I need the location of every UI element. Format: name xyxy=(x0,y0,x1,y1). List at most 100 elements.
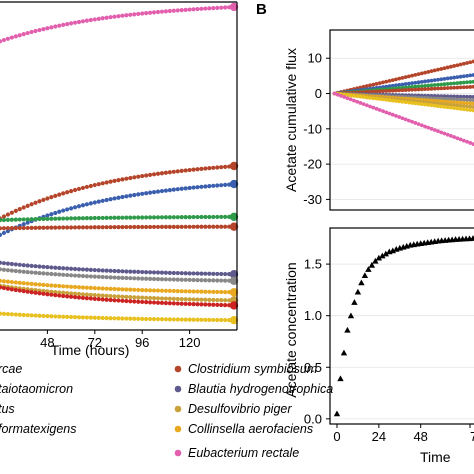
panel-a-point xyxy=(100,215,105,221)
panel-a-point xyxy=(41,264,46,269)
panel-a-point xyxy=(191,277,196,283)
panel-a-point xyxy=(29,217,34,222)
panel-b-top-point xyxy=(387,98,392,103)
panel-a-point xyxy=(37,199,42,204)
panel-b-bottom-point xyxy=(358,279,365,286)
panel-a-point xyxy=(199,317,204,322)
panel-a-point xyxy=(5,228,10,234)
panel-a-point xyxy=(183,224,188,229)
panel-a-point xyxy=(136,192,141,197)
panel-b-top-point xyxy=(442,131,447,136)
panel-a-point xyxy=(108,179,113,184)
panel-a-point xyxy=(132,175,137,180)
panel-a-point xyxy=(80,185,86,191)
panel-a-point xyxy=(84,267,89,272)
panel-a-point xyxy=(96,297,101,302)
panel-a-point xyxy=(223,317,228,323)
panel-a-point xyxy=(116,269,121,274)
panel-b-top-point xyxy=(397,99,402,104)
panel-a-point xyxy=(175,8,180,13)
panel-a-point xyxy=(84,315,89,320)
panel-a-point xyxy=(191,302,196,307)
panel-a-point xyxy=(124,176,129,181)
panel-a-point xyxy=(37,27,42,33)
panel-a-point xyxy=(199,297,204,302)
panel-a-point xyxy=(151,288,157,293)
panel-b-top-point xyxy=(465,94,469,99)
panel-a-point xyxy=(116,178,121,183)
panel-a-point xyxy=(1,217,7,223)
panel-a-point xyxy=(112,316,117,321)
panel-a-point xyxy=(223,303,228,308)
panel-a-point xyxy=(21,263,26,268)
panel-b-top-point xyxy=(381,89,385,94)
panel-a-point xyxy=(136,269,141,275)
panel-a-point xyxy=(100,315,105,321)
legend-label: formatexigens xyxy=(0,422,77,436)
panel-a-point xyxy=(69,188,74,194)
panel-a-series xyxy=(0,260,239,279)
panel-b-top-point xyxy=(429,126,434,131)
panel-a-point xyxy=(167,288,172,294)
panel-a-point xyxy=(219,317,224,323)
panel-b-top-point xyxy=(442,86,447,91)
panel-a-point xyxy=(61,290,66,295)
panel-a-point xyxy=(140,224,145,230)
panel-a-point xyxy=(132,224,137,230)
panel-a-x-tick-label: 72 xyxy=(88,335,102,350)
panel-a-point xyxy=(88,296,93,301)
panel-a-point xyxy=(183,317,188,322)
panel-a-point xyxy=(195,302,200,307)
panel-a-point xyxy=(211,289,216,294)
panel-a-point xyxy=(148,215,153,220)
panel-a-point xyxy=(96,286,101,291)
panel-b-top-point xyxy=(394,77,398,82)
panel-a-point xyxy=(191,214,196,220)
panel-b-top-point xyxy=(371,96,376,101)
panel-a-point xyxy=(72,266,78,272)
panel-a-point xyxy=(80,267,86,272)
panel-b-bottom-point xyxy=(354,288,362,295)
panel-b-top-point xyxy=(394,113,398,118)
panel-a-point xyxy=(171,187,176,192)
panel-b-bottom-y-axis-label: Acetate concentration xyxy=(283,262,299,397)
panel-a-point xyxy=(151,172,157,177)
panel-b-top-point xyxy=(413,87,418,92)
panel-b-top-point xyxy=(423,124,427,129)
panel-a-point xyxy=(65,284,70,289)
panel-a-point xyxy=(69,21,74,26)
panel-a-point xyxy=(100,297,105,302)
panel-a-point xyxy=(17,312,22,317)
panel-a-point xyxy=(57,265,62,271)
panel-a-point xyxy=(229,212,239,222)
panel-b-top-point xyxy=(413,80,418,85)
panel-a-point xyxy=(151,190,157,195)
panel-a-point xyxy=(132,295,137,300)
panel-a-point xyxy=(203,184,208,189)
panel-b-top-point xyxy=(390,112,395,117)
panel-a-point xyxy=(140,215,145,220)
panel-a-point xyxy=(187,185,192,191)
panel-a-point xyxy=(207,289,212,294)
legend-label: Desulfovibrio piger xyxy=(188,402,292,416)
panel-a-point xyxy=(25,269,30,275)
panel-a-point xyxy=(65,314,70,319)
panel-b-top-point xyxy=(358,101,363,105)
panel-b-top-point xyxy=(458,137,463,142)
panel-a-point xyxy=(171,301,176,306)
panel-a-point xyxy=(88,285,93,291)
panel-a-point xyxy=(84,202,89,207)
panel-a-point xyxy=(136,11,141,17)
panel-a-point xyxy=(175,270,180,276)
panel-b-top-point xyxy=(465,73,469,78)
legend-entry: Eubacterium rectale xyxy=(174,446,299,460)
panel-a-point xyxy=(191,271,196,276)
panel-a-point xyxy=(187,317,192,322)
panel-a-point xyxy=(171,224,176,229)
panel-b-top-point xyxy=(445,65,450,70)
panel-b-top-point xyxy=(432,78,437,83)
panel-a-point xyxy=(76,291,82,297)
panel-a-point xyxy=(92,225,97,230)
legend-marker xyxy=(174,449,182,457)
panel-b-top-point xyxy=(400,99,405,104)
